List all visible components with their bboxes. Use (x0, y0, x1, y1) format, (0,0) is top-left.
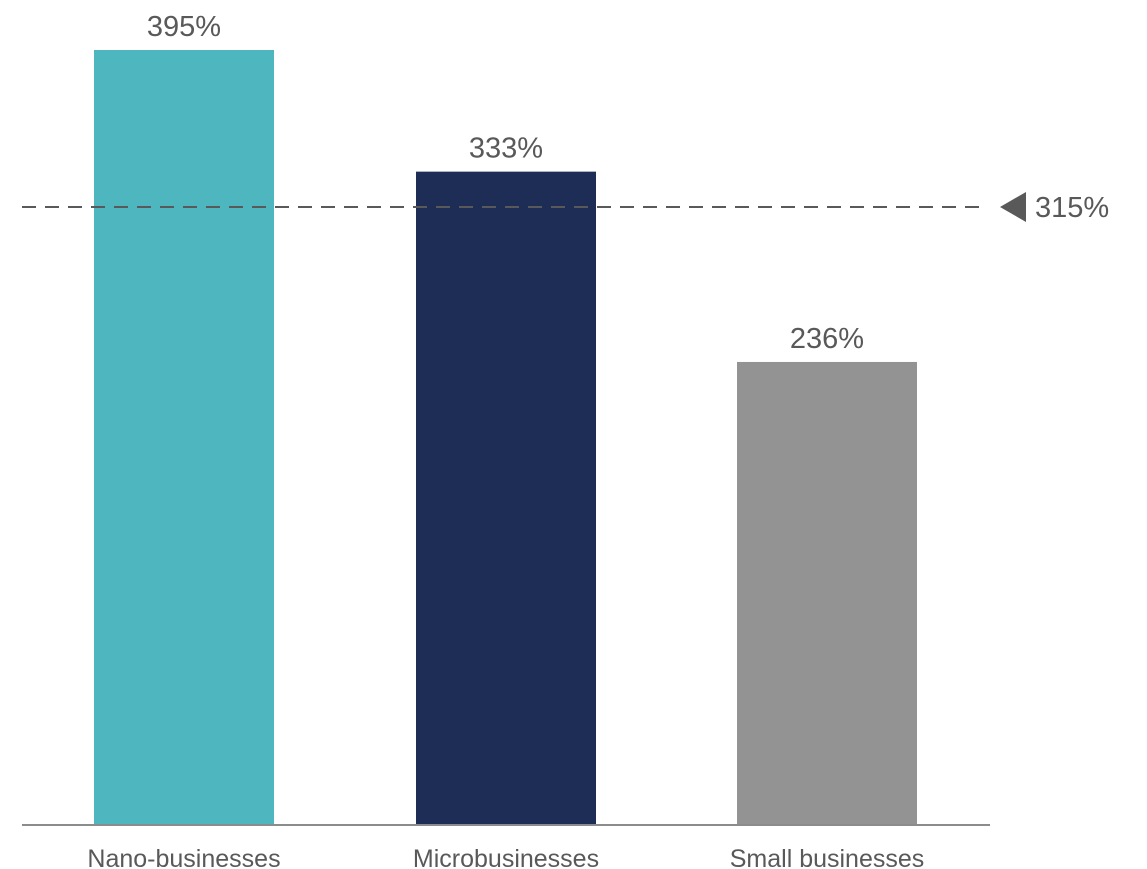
bar-2 (416, 171, 596, 825)
category-label-2: Microbusinesses (413, 845, 599, 869)
value-label-3: 236% (790, 323, 864, 355)
value-label-1: 395% (147, 11, 221, 43)
category-labels-group: Nano-businesses Microbusinesses Small busi… (87, 845, 924, 869)
bar-3 (737, 361, 917, 825)
category-label-1: Nano-businesses (87, 845, 280, 869)
value-label-2: 333% (469, 133, 543, 165)
value-labels-group: 395% 333% 236% (147, 11, 864, 355)
reference-line-label: 315% (1035, 192, 1109, 224)
bar-1 (94, 50, 274, 825)
bars-group (94, 50, 917, 825)
reference-marker-icon (1000, 191, 1026, 222)
category-label-3: Small businesses (730, 845, 925, 869)
